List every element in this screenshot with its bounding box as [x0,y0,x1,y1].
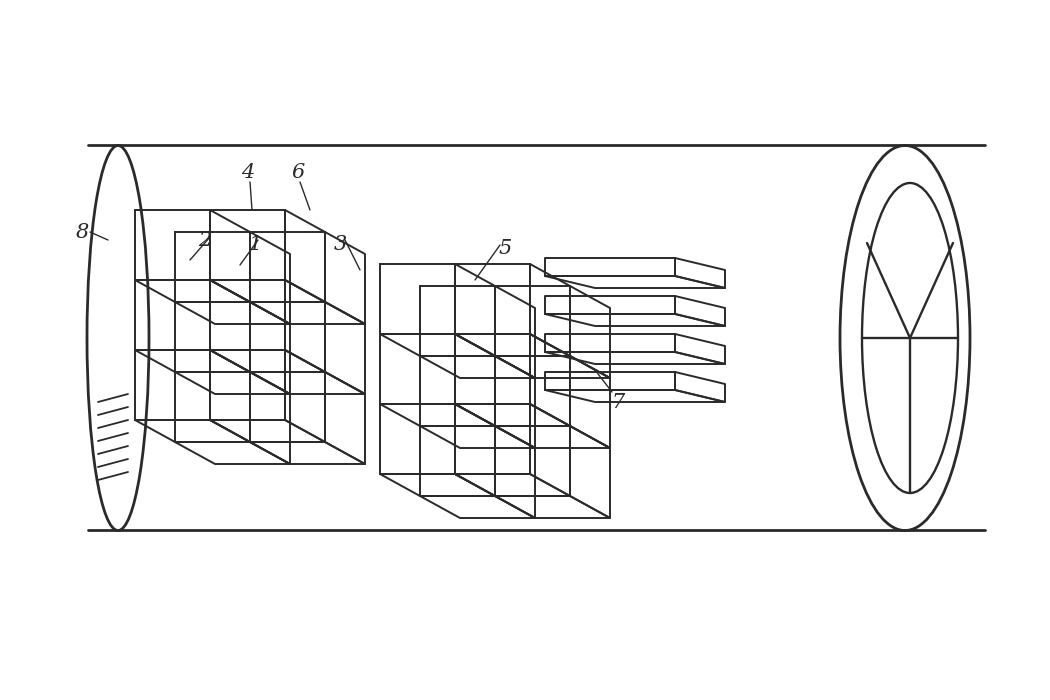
Text: 3: 3 [334,234,346,253]
Text: 7: 7 [611,393,625,412]
Text: 6: 6 [292,162,304,181]
Text: 8: 8 [76,223,88,241]
Text: 4: 4 [242,162,254,181]
Text: 2: 2 [198,230,212,249]
Text: 5: 5 [499,239,511,258]
Text: 1: 1 [249,235,261,255]
